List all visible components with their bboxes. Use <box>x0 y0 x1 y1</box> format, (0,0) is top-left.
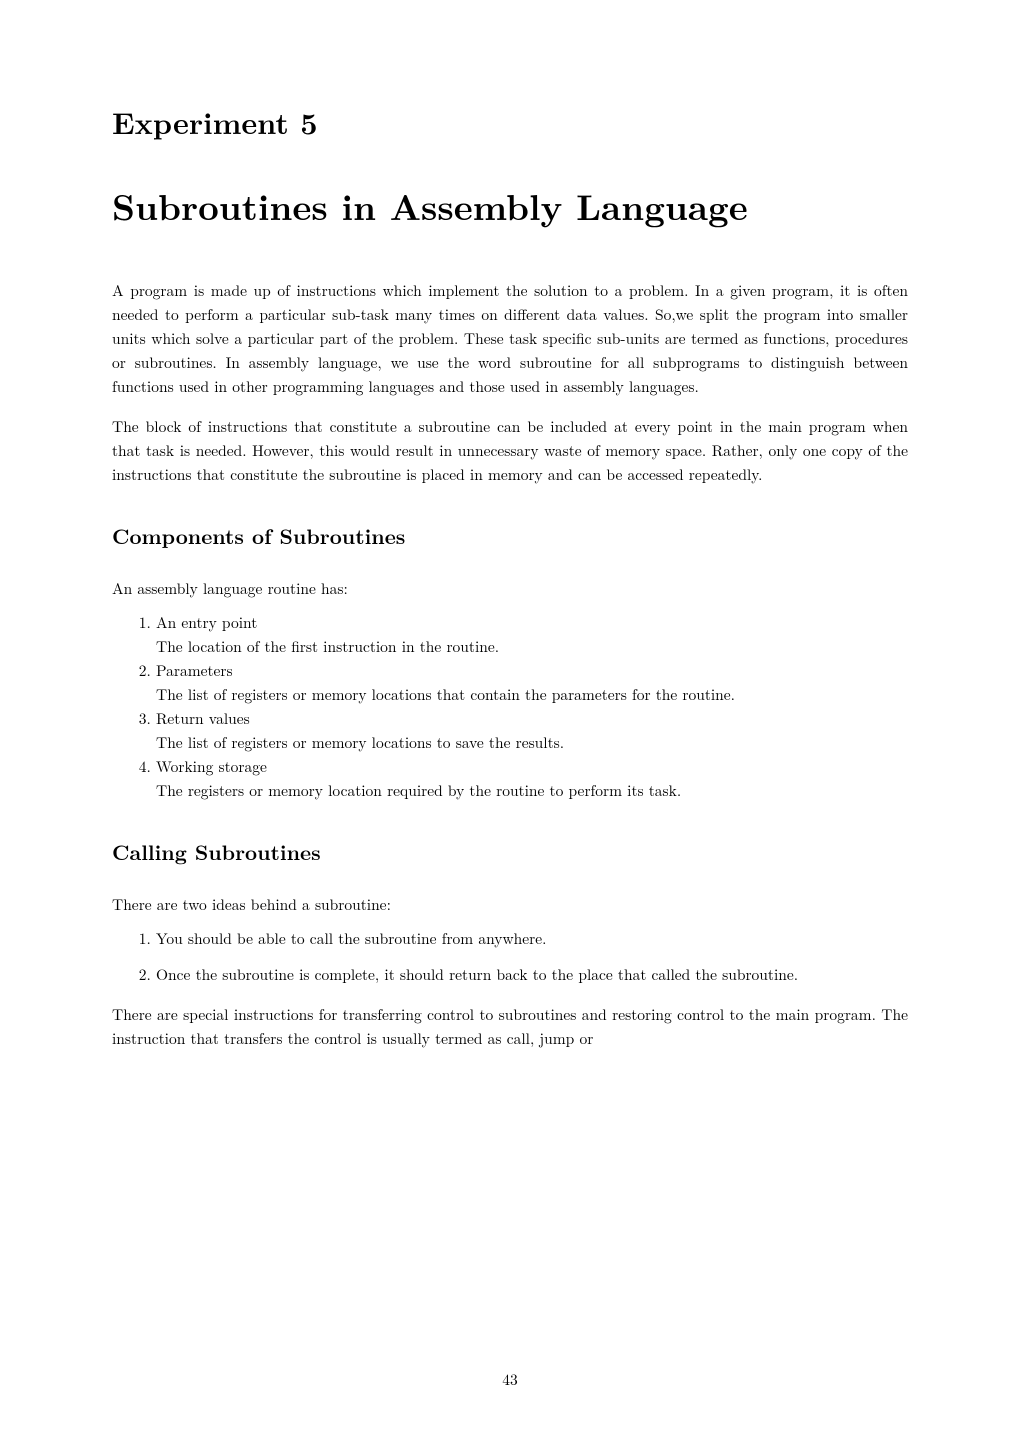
item-desc: The list of registers or memory location… <box>156 731 908 755</box>
item-head: An entry point <box>156 612 257 633</box>
item-head: Parameters <box>156 660 233 681</box>
item-desc: The list of registers or memory location… <box>156 683 908 707</box>
components-list: An entry point The location of the first… <box>112 611 908 803</box>
item-text: You should be able to call the subroutin… <box>156 928 546 949</box>
item-head: Working storage <box>156 756 267 777</box>
list-item: Parameters The list of registers or memo… <box>156 659 908 707</box>
calling-outro: There are special instructions for trans… <box>112 1003 908 1051</box>
chapter-label: Experiment 5 <box>112 100 908 143</box>
page-number: 43 <box>0 1369 1020 1390</box>
section-heading-calling: Calling Subroutines <box>112 837 908 867</box>
calling-list: You should be able to call the subroutin… <box>112 927 908 987</box>
list-item: You should be able to call the subroutin… <box>156 927 908 951</box>
page: Experiment 5 Subroutines in Assembly Lan… <box>0 0 1020 1442</box>
chapter-title: Subroutines in Assembly Language <box>112 179 908 231</box>
list-item: Return values The list of registers or m… <box>156 707 908 755</box>
item-desc: The registers or memory location require… <box>156 779 908 803</box>
calling-intro: There are two ideas behind a subroutine: <box>112 893 908 917</box>
intro-paragraph-1: A program is made up of instructions whi… <box>112 279 908 399</box>
item-text: Once the subroutine is complete, it shou… <box>156 964 798 985</box>
item-desc: The location of the first instruction in… <box>156 635 908 659</box>
components-intro: An assembly language routine has: <box>112 577 908 601</box>
list-item: Working storage The registers or memory … <box>156 755 908 803</box>
list-item: An entry point The location of the first… <box>156 611 908 659</box>
section-heading-components: Components of Subroutines <box>112 521 908 551</box>
list-item: Once the subroutine is complete, it shou… <box>156 963 908 987</box>
item-head: Return values <box>156 708 250 729</box>
intro-paragraph-2: The block of instructions that constitut… <box>112 415 908 487</box>
